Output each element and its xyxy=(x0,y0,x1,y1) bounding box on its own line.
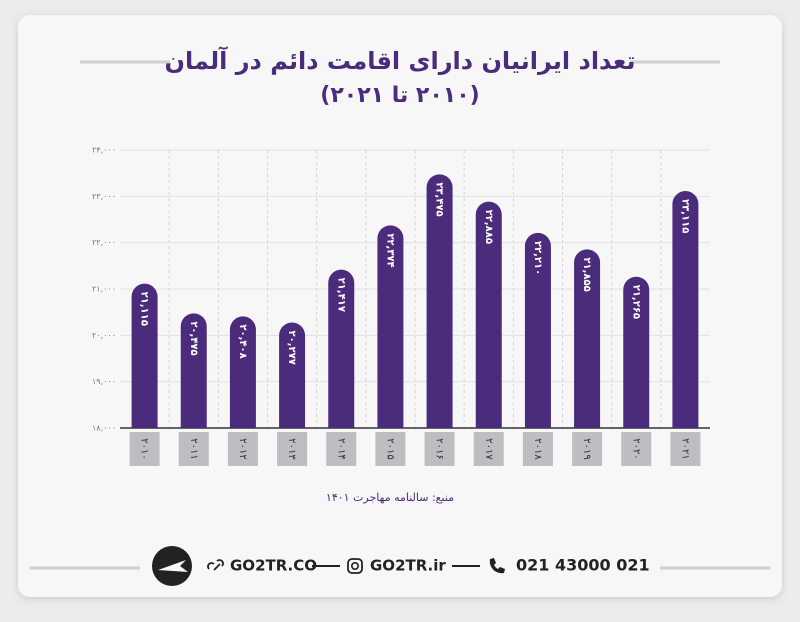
x-tick-box xyxy=(621,432,652,466)
x-tick-label: ۲۰۱۶ xyxy=(434,438,445,459)
bar xyxy=(475,201,502,428)
value-label: ۲۲,۳۷۴ xyxy=(384,233,395,267)
x-tick-box xyxy=(375,432,406,466)
x-tick-label: ۲۰۲۱ xyxy=(679,438,690,459)
y-tick-label: ۱۸,۰۰۰ xyxy=(92,424,116,433)
bar xyxy=(524,232,551,428)
x-tick-label: ۲۰۱۵ xyxy=(384,438,395,459)
instagram-icon xyxy=(350,561,359,570)
bar xyxy=(279,322,306,428)
footer-instagram: GO2TR.ir xyxy=(370,557,446,575)
x-tick-box xyxy=(129,432,160,466)
bar xyxy=(131,283,158,428)
y-tick-label: ۲۳,۰۰۰ xyxy=(92,192,116,201)
chart-title: تعداد ایرانیان دارای اقامت دائم در آلمان xyxy=(165,46,636,75)
value-label: ۲۰,۲۷۷ xyxy=(286,330,297,364)
x-tick-label: ۲۰۲۰ xyxy=(630,438,641,459)
y-tick-label: ۲۴,۰۰۰ xyxy=(92,146,116,155)
value-label: ۲۱,۸۵۵ xyxy=(581,257,592,291)
x-tick-box xyxy=(522,432,553,466)
x-tick-box xyxy=(227,432,258,466)
bar xyxy=(328,269,355,428)
x-tick-label: ۲۰۱۲ xyxy=(237,438,248,459)
x-tick-box xyxy=(424,432,455,466)
bar xyxy=(574,249,601,428)
x-tick-box xyxy=(572,432,603,466)
bar xyxy=(426,174,453,428)
value-label: ۲۰,۴۷۵ xyxy=(188,321,199,355)
bar xyxy=(623,276,650,428)
x-tick-label: ۲۰۱۳ xyxy=(286,438,297,460)
x-tick-box xyxy=(326,432,357,466)
y-tick-label: ۲۲,۰۰۰ xyxy=(92,238,116,247)
value-label: ۲۰,۴۰۸ xyxy=(237,324,248,358)
bar xyxy=(229,316,256,428)
value-label: ۲۱,۲۶۵ xyxy=(630,285,641,319)
value-label: ۲۱,۴۱۷ xyxy=(335,278,346,312)
x-tick-label: ۲۰۱۹ xyxy=(581,438,592,459)
source: منبع: سالنامه مهاجرت ۱۴۰۱ xyxy=(326,491,454,504)
value-label: ۲۳,۱۱۵ xyxy=(679,199,690,233)
y-tick-label: ۲۱,۰۰۰ xyxy=(92,285,116,294)
x-tick-label: ۲۰۱۷ xyxy=(483,438,494,460)
bar xyxy=(377,225,404,428)
value-label: ۲۲,۲۱۰ xyxy=(532,241,543,275)
x-tick-label: ۲۰۱۰ xyxy=(139,438,150,459)
x-tick-label: ۲۰۱۴ xyxy=(335,438,346,459)
value-label: ۲۳,۴۷۵ xyxy=(434,182,445,216)
x-tick-box xyxy=(178,432,209,466)
plot: ۱۸,۰۰۰ ۱۹,۰۰۰ ۲۰,۰۰۰ ۲۱,۰۰۰ ۲۲,۰۰۰ ۲۳,۰۰۰ ۲۴,۰… xyxy=(92,146,710,466)
x-tick-label: ۲۰۱۸ xyxy=(532,438,543,460)
bar xyxy=(180,313,207,428)
link-icon xyxy=(207,559,224,571)
footer-phone: 021 43000 021 xyxy=(516,556,650,575)
instagram-icon xyxy=(347,558,363,574)
bar xyxy=(672,191,699,428)
y-tick-label: ۲۰,۰۰۰ xyxy=(92,331,116,340)
y-tick-label: ۱۹,۰۰۰ xyxy=(92,377,116,386)
chart-subtitle: (۲۰۱۰ تا ۲۰۲۱) xyxy=(320,83,479,108)
x-tick-box xyxy=(473,432,504,466)
x-tick-box xyxy=(670,432,701,466)
footer-website: GO2TR.CO xyxy=(230,557,317,575)
phone-icon xyxy=(489,558,505,574)
logo-plane xyxy=(158,560,188,572)
x-tick-label: ۲۰۱۱ xyxy=(188,438,199,459)
value-label: ۲۲,۸۸۵ xyxy=(483,210,494,244)
x-tick-box xyxy=(277,432,308,466)
value-label: ۲۱,۱۱۵ xyxy=(139,292,150,326)
